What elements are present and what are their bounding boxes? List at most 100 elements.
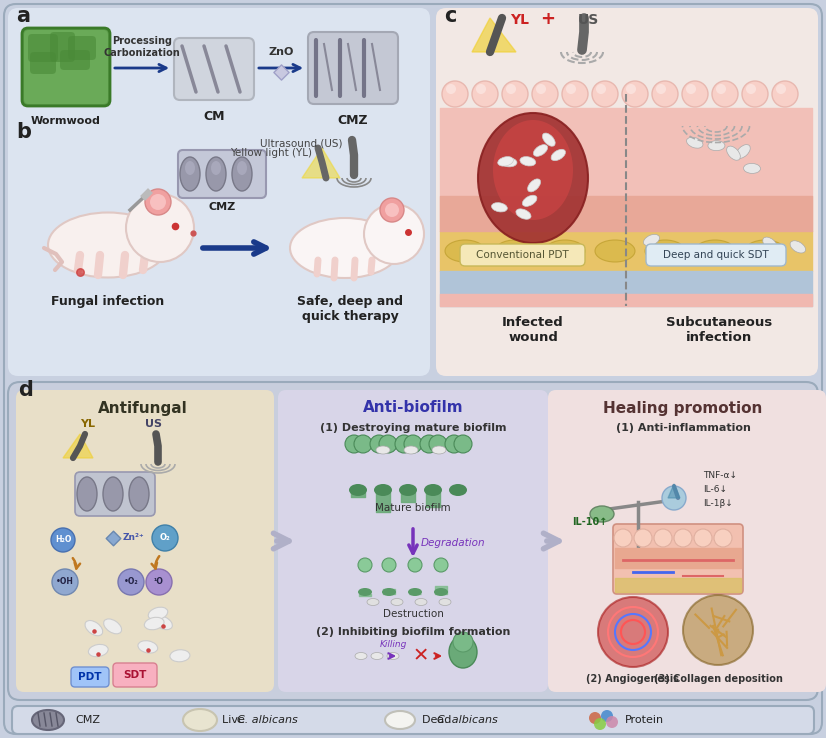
- Text: C. albicans: C. albicans: [437, 715, 498, 725]
- Circle shape: [598, 597, 668, 667]
- Text: Safe, deep and
quick therapy: Safe, deep and quick therapy: [297, 295, 403, 323]
- Ellipse shape: [408, 588, 422, 596]
- Circle shape: [408, 558, 422, 572]
- FancyBboxPatch shape: [178, 150, 266, 198]
- FancyBboxPatch shape: [24, 30, 108, 104]
- Text: Protein: Protein: [625, 715, 664, 725]
- Ellipse shape: [355, 652, 367, 660]
- Circle shape: [118, 569, 144, 595]
- Circle shape: [146, 569, 172, 595]
- Ellipse shape: [551, 149, 566, 161]
- Text: Ultrasound (US): Ultrasound (US): [259, 138, 342, 148]
- Text: IL-6↓: IL-6↓: [703, 486, 727, 494]
- Ellipse shape: [103, 477, 123, 511]
- Text: Subcutaneous
infection: Subcutaneous infection: [666, 316, 772, 344]
- FancyBboxPatch shape: [436, 8, 818, 376]
- Text: Degradation: Degradation: [421, 538, 486, 548]
- Ellipse shape: [495, 240, 535, 262]
- Text: CM: CM: [203, 110, 225, 123]
- FancyBboxPatch shape: [22, 28, 110, 106]
- FancyBboxPatch shape: [60, 50, 90, 70]
- Circle shape: [622, 81, 648, 107]
- FancyBboxPatch shape: [12, 706, 814, 734]
- Circle shape: [592, 81, 618, 107]
- Text: +: +: [540, 10, 556, 28]
- Ellipse shape: [237, 161, 247, 175]
- FancyBboxPatch shape: [8, 382, 818, 700]
- FancyBboxPatch shape: [16, 390, 274, 692]
- Circle shape: [150, 194, 166, 210]
- Ellipse shape: [376, 446, 390, 454]
- Circle shape: [652, 81, 678, 107]
- Point: [74, 266, 87, 278]
- Text: (1) Destroying mature biofilm: (1) Destroying mature biofilm: [320, 423, 506, 433]
- FancyBboxPatch shape: [4, 4, 822, 734]
- Circle shape: [446, 84, 456, 94]
- Ellipse shape: [708, 141, 725, 151]
- Ellipse shape: [170, 649, 190, 662]
- Ellipse shape: [148, 607, 168, 620]
- Ellipse shape: [520, 156, 536, 166]
- Text: Destruction: Destruction: [382, 609, 444, 619]
- Ellipse shape: [498, 156, 514, 166]
- FancyBboxPatch shape: [75, 472, 155, 516]
- Text: CMZ: CMZ: [208, 202, 235, 212]
- Circle shape: [682, 81, 708, 107]
- Text: YL: YL: [80, 419, 96, 429]
- FancyBboxPatch shape: [308, 32, 398, 104]
- Circle shape: [404, 435, 422, 453]
- Text: Yellow light (YL): Yellow light (YL): [230, 148, 312, 158]
- Circle shape: [686, 84, 696, 94]
- Circle shape: [606, 716, 618, 728]
- Point: [141, 644, 154, 656]
- Text: d: d: [18, 380, 33, 400]
- Text: O₂: O₂: [159, 534, 170, 542]
- Ellipse shape: [501, 158, 517, 167]
- Circle shape: [472, 81, 498, 107]
- Circle shape: [626, 84, 636, 94]
- Circle shape: [476, 84, 486, 94]
- Text: ZnO: ZnO: [268, 47, 294, 57]
- Text: (1) Anti-inflammation: (1) Anti-inflammation: [615, 423, 751, 433]
- FancyBboxPatch shape: [646, 244, 786, 266]
- Text: US: US: [145, 419, 162, 429]
- Text: ✕: ✕: [413, 646, 430, 666]
- Circle shape: [358, 558, 372, 572]
- Ellipse shape: [399, 484, 417, 496]
- Circle shape: [532, 81, 558, 107]
- Text: a: a: [16, 6, 30, 26]
- Ellipse shape: [434, 588, 448, 596]
- Circle shape: [594, 718, 606, 730]
- Circle shape: [429, 435, 447, 453]
- Ellipse shape: [790, 241, 805, 253]
- Ellipse shape: [736, 145, 750, 159]
- Circle shape: [742, 81, 768, 107]
- Circle shape: [379, 435, 397, 453]
- Ellipse shape: [211, 161, 221, 175]
- Ellipse shape: [528, 179, 540, 192]
- Ellipse shape: [387, 652, 399, 660]
- Circle shape: [445, 435, 463, 453]
- Ellipse shape: [645, 240, 685, 262]
- Circle shape: [536, 84, 546, 94]
- Ellipse shape: [545, 240, 585, 262]
- Circle shape: [694, 529, 712, 547]
- Ellipse shape: [206, 157, 226, 191]
- Ellipse shape: [745, 240, 785, 262]
- Ellipse shape: [643, 235, 659, 246]
- Ellipse shape: [415, 599, 427, 605]
- Ellipse shape: [762, 237, 777, 250]
- FancyBboxPatch shape: [613, 524, 743, 594]
- Circle shape: [354, 435, 372, 453]
- Circle shape: [654, 529, 672, 547]
- FancyArrowPatch shape: [273, 534, 289, 549]
- Ellipse shape: [367, 599, 379, 605]
- Circle shape: [596, 84, 606, 94]
- Ellipse shape: [404, 446, 418, 454]
- Circle shape: [674, 529, 692, 547]
- Text: (3) Collagen deposition: (3) Collagen deposition: [653, 674, 782, 684]
- FancyBboxPatch shape: [460, 244, 585, 266]
- Circle shape: [601, 710, 613, 722]
- Text: •O₂: •O₂: [124, 578, 139, 587]
- Text: IL-1β↓: IL-1β↓: [703, 500, 733, 508]
